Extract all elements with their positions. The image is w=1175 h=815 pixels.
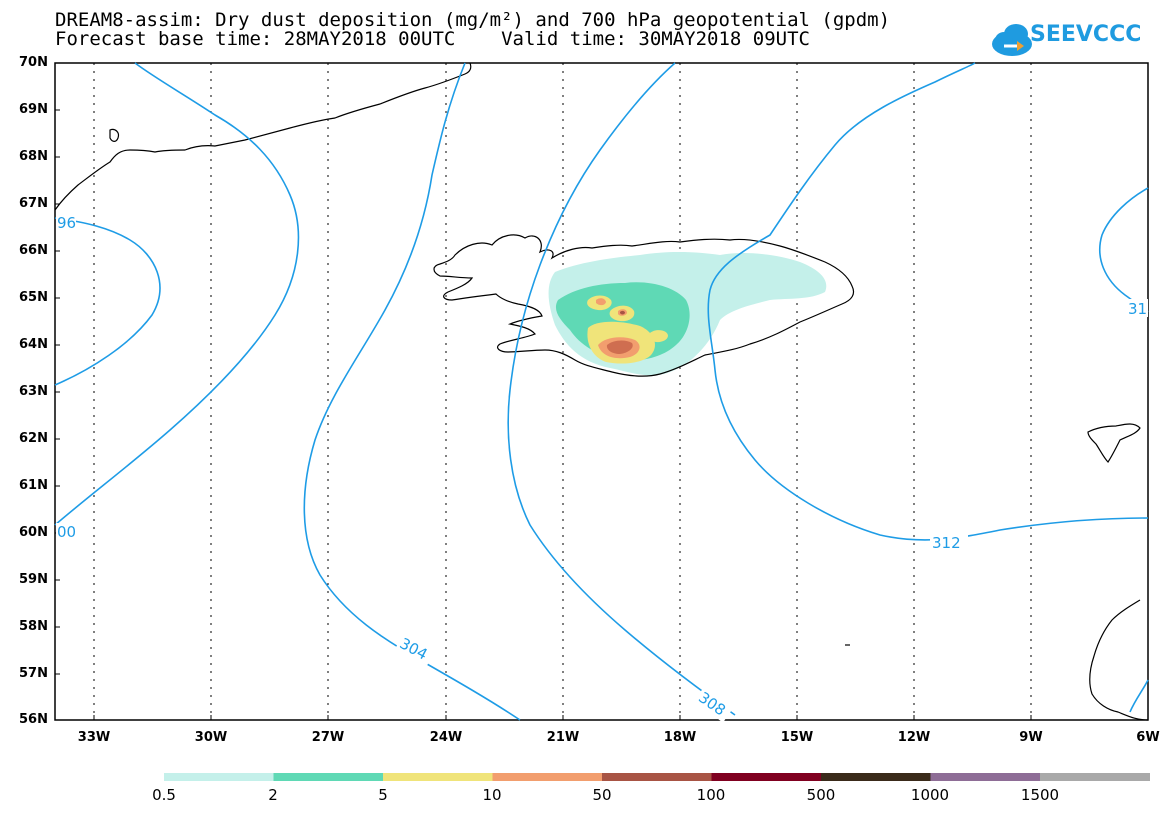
scotland-coast [1089,599,1149,721]
ticks [55,109,1032,720]
colorbar-swatch [602,773,712,781]
lat-label: 66N [19,243,48,258]
colorbar-swatch [164,773,274,781]
colorbar-label: 100 [696,786,726,804]
lon-label: 27W [311,730,345,745]
contour-label-312: 312 [932,534,961,552]
lat-label: 61N [19,478,48,493]
dust-level-5-d [650,330,668,343]
contour-316 [1098,187,1149,313]
colorbar [164,773,1150,781]
cloud-icon [992,24,1032,56]
graticule [93,63,1032,720]
contour-308 [507,62,736,716]
colorbar-label: 50 [592,786,612,804]
lon-label: 18W [663,730,697,745]
dust-level-50-core [606,340,633,354]
colorbar-label: 0.5 [152,786,176,804]
colorbar-swatch [821,773,931,781]
contour-304 [303,62,521,721]
lat-label: 68N [19,149,48,164]
lat-label: 56N [19,712,48,727]
contour-300 [54,62,300,526]
lat-label: 63N [19,384,48,399]
iceland-coast [433,234,855,377]
lat-label: 70N [19,55,48,70]
colorbar-label: 500 [806,786,836,804]
colorbar-swatch [711,773,822,781]
lat-label: 60N [19,525,48,540]
lon-label: 15W [780,730,814,745]
dust-level-50-spot [620,310,625,315]
contour-label-296: 96 [57,214,76,232]
lat-label: 65N [19,290,48,305]
lon-label: 6W [1136,730,1160,745]
lon-label: 12W [897,730,931,745]
lon-label: 9W [1019,730,1043,745]
contour-label-300: 00 [57,523,76,541]
contour-296 [54,217,161,386]
contour-label-31-right: 31 [1128,300,1147,318]
lat-label: 67N [19,196,48,211]
colorbar-swatch [1040,773,1150,781]
lon-label: 24W [429,730,463,745]
colorbar-swatch [273,773,384,781]
lat-label: 59N [19,572,48,587]
lat-label: 69N [19,102,48,117]
greenland-coast [54,62,472,211]
lat-label: 64N [19,337,48,352]
logo-text: SEEVCCC [1030,22,1142,47]
colorbar-swatch [492,773,603,781]
colorbar-label: 1000 [910,786,950,804]
coastlines [54,62,1149,721]
lat-label: 62N [19,431,48,446]
map-title-line1: DREAM8-assim: Dry dust deposition (mg/m²… [55,9,891,31]
colorbar-label: 5 [378,786,388,804]
colorbar-label: 1500 [1020,786,1060,804]
lat-label: 58N [19,619,48,634]
map-title-line2: Forecast base time: 28MAY2018 00UTC Vali… [55,28,810,50]
plot-frame [54,62,1149,721]
geopotential-contours [54,62,1149,721]
colorbar-label: 2 [268,786,278,804]
contour-312 [707,62,1149,541]
dust-level-10-a [596,298,606,306]
dust-deposition-field [548,251,827,376]
lon-label: 33W [77,730,111,745]
lon-label: 30W [194,730,228,745]
contour-labels: 96 00 304 308 312 31 [56,214,1148,723]
contour-316-bottom [1129,679,1149,713]
colorbar-label: 10 [482,786,502,804]
greenland-island [109,128,120,142]
lat-label: 57N [19,666,48,681]
colorbar-swatch [383,773,493,781]
colorbar-swatch [930,773,1041,781]
lon-label: 21W [546,730,580,745]
seevccc-logo [992,24,1032,56]
shetland-coast [1087,423,1141,463]
